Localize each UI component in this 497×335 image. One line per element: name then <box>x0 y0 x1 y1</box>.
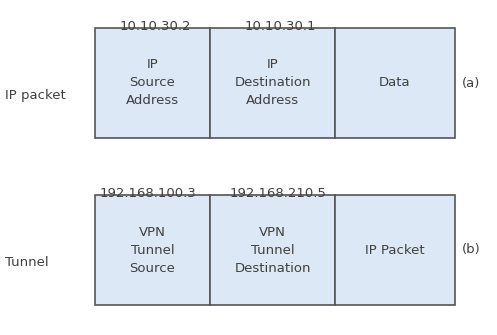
Bar <box>335 195 455 305</box>
Text: (b): (b) <box>462 244 481 257</box>
Text: IP
Destination
Address: IP Destination Address <box>234 59 311 108</box>
Text: 192.168.210.5: 192.168.210.5 <box>230 187 327 200</box>
Bar <box>210 195 335 305</box>
Text: Tunnel: Tunnel <box>5 257 49 269</box>
Text: 192.168.100.3: 192.168.100.3 <box>99 187 196 200</box>
Text: IP packet: IP packet <box>5 88 66 102</box>
Text: (a): (a) <box>462 76 481 89</box>
Text: 10.10.30.1: 10.10.30.1 <box>244 20 316 33</box>
Bar <box>95 28 210 138</box>
Text: Data: Data <box>379 76 411 89</box>
Text: 10.10.30.2: 10.10.30.2 <box>119 20 191 33</box>
Bar <box>335 28 455 138</box>
Text: IP Packet: IP Packet <box>365 244 425 257</box>
Bar <box>210 28 335 138</box>
Text: VPN
Tunnel
Source: VPN Tunnel Source <box>130 225 175 274</box>
Text: IP
Source
Address: IP Source Address <box>126 59 179 108</box>
Bar <box>95 195 210 305</box>
Text: VPN
Tunnel
Destination: VPN Tunnel Destination <box>234 225 311 274</box>
